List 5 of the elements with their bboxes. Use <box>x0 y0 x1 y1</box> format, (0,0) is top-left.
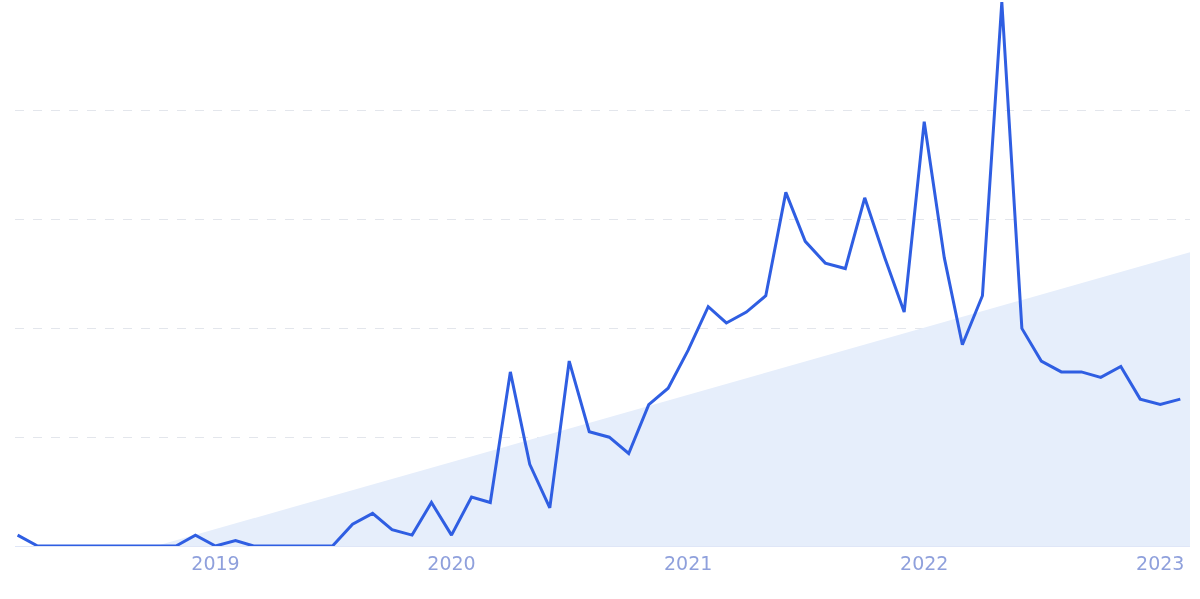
x-tick-label: 2021 <box>664 551 713 574</box>
x-tick-label: 2019 <box>191 551 240 574</box>
x-tick-label: 2022 <box>900 551 949 574</box>
x-tick-label: 2020 <box>427 551 476 574</box>
x-tick-label: 2023 <box>1136 551 1185 574</box>
